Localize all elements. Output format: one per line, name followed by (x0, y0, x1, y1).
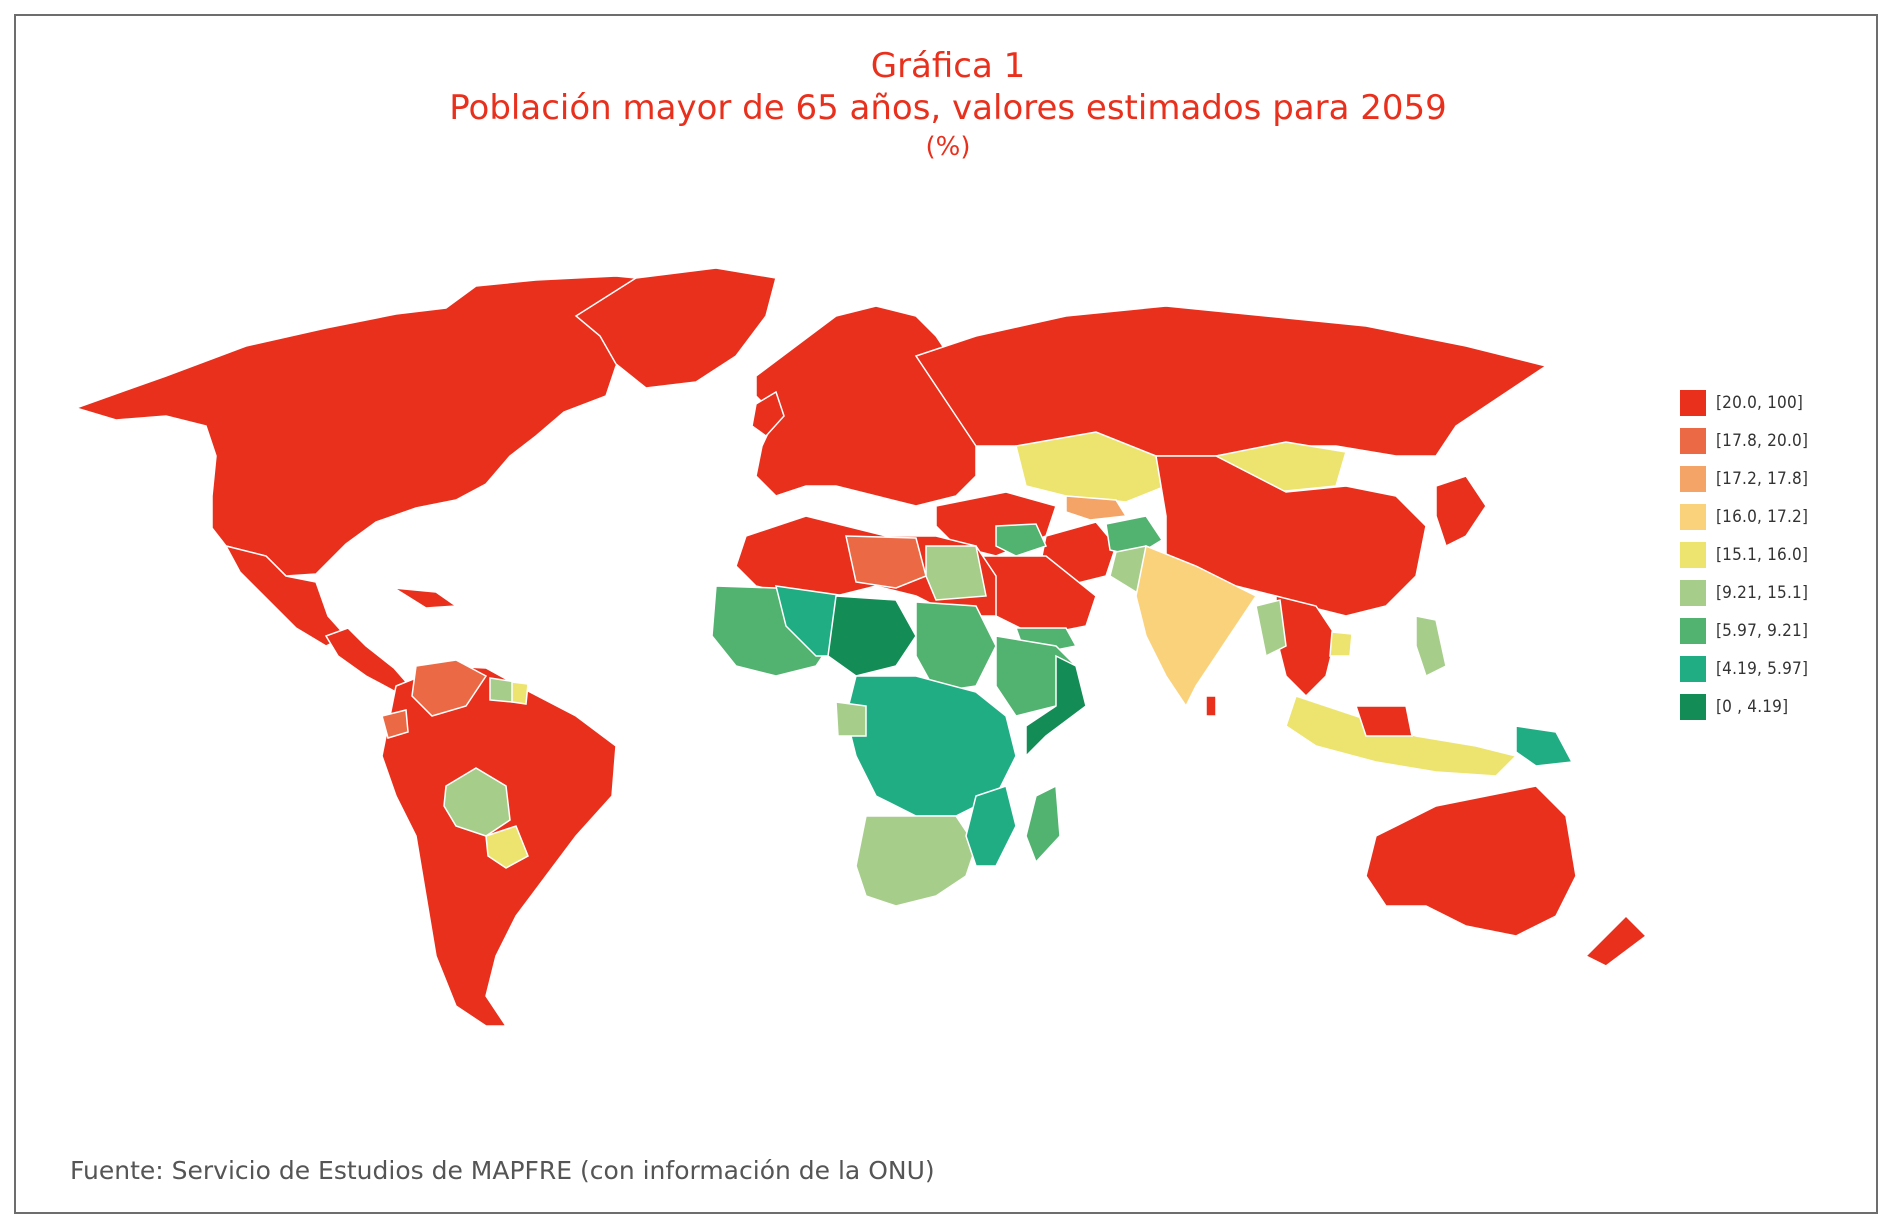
legend-swatch (1680, 466, 1706, 492)
region-paraguay (485, 825, 529, 869)
legend-swatch (1680, 618, 1706, 644)
region-new-zealand (1584, 914, 1648, 967)
region-europe (755, 305, 977, 507)
legend-swatch (1680, 428, 1706, 454)
legend-swatch (1680, 694, 1706, 720)
region-australia (1365, 785, 1577, 937)
region-somalia (1025, 654, 1087, 758)
legend-swatch (1680, 580, 1706, 606)
legend-label: [17.2, 17.8] (1716, 469, 1809, 489)
region-southern-africa (855, 815, 977, 907)
chart-frame: Gráfica 1 Población mayor de 65 años, va… (14, 14, 1878, 1214)
legend-item: [4.19, 5.97] (1680, 656, 1840, 684)
region-cambodia (1329, 631, 1353, 657)
region-greenland (574, 267, 777, 389)
region-central-america (324, 627, 410, 693)
legend-item: [9.21, 15.1] (1680, 580, 1840, 608)
legend-label: [15.1, 16.0] (1716, 545, 1809, 565)
region-venezuela-colombia (411, 659, 488, 717)
region-madagascar (1025, 784, 1061, 864)
region-sudan (915, 601, 997, 693)
region-nigeria-chad (827, 595, 917, 677)
region-philippines (1415, 615, 1447, 678)
legend-label: [5.97, 9.21] (1716, 621, 1809, 641)
legend-label: [4.19, 5.97] (1716, 659, 1809, 679)
region-ecuador (381, 709, 409, 739)
legend-label: [17.8, 20.0] (1716, 431, 1809, 451)
legend-item: [20.0, 100] (1680, 390, 1840, 418)
legend-swatch (1680, 504, 1706, 530)
legend-label: [0 , 4.19] (1716, 697, 1789, 717)
legend-swatch (1680, 542, 1706, 568)
region-papua-new-guinea (1515, 725, 1574, 767)
legend-item: [0 , 4.19] (1680, 694, 1840, 722)
region-uk (751, 390, 785, 437)
chart-unit: (%) (925, 132, 971, 162)
region-libya (845, 535, 927, 589)
region-uzbekistan (1065, 495, 1128, 521)
region-canada-usa (73, 275, 738, 577)
legend-swatch (1680, 656, 1706, 682)
region-suriname (511, 681, 529, 705)
legend-label: [9.21, 15.1] (1716, 583, 1809, 603)
legend-item: [5.97, 9.21] (1680, 618, 1840, 646)
region-caribbean (393, 587, 459, 609)
legend-item: [15.1, 16.0] (1680, 542, 1840, 570)
chart-title: Gráfica 1 (870, 46, 1026, 86)
region-iraq-syria (995, 523, 1048, 557)
region-egypt (925, 545, 987, 601)
legend-item: [16.0, 17.2] (1680, 504, 1840, 532)
legend-label: [20.0, 100] (1716, 393, 1804, 413)
legend-item: [17.8, 20.0] (1680, 428, 1840, 456)
region-kazakhstan (1015, 431, 1167, 503)
region-bolivia (443, 767, 511, 837)
source-note: Fuente: Servicio de Estudios de MAPFRE (… (70, 1156, 935, 1185)
region-malaysia (1354, 705, 1413, 737)
legend-swatch (1680, 390, 1706, 416)
legend-label: [16.0, 17.2] (1716, 507, 1809, 527)
world-map (73, 267, 1648, 1027)
legend-item: [17.2, 17.8] (1680, 466, 1840, 494)
region-myanmar-laos (1255, 599, 1287, 658)
region-gabon-congo (835, 701, 867, 737)
region-mozambique (965, 785, 1017, 867)
region-sri-lanka (1205, 695, 1217, 717)
chart-subtitle: Población mayor de 65 años, valores esti… (449, 88, 1447, 128)
region-india (1135, 544, 1258, 708)
region-korea-japan (1435, 475, 1487, 548)
region-russia (914, 305, 1548, 457)
